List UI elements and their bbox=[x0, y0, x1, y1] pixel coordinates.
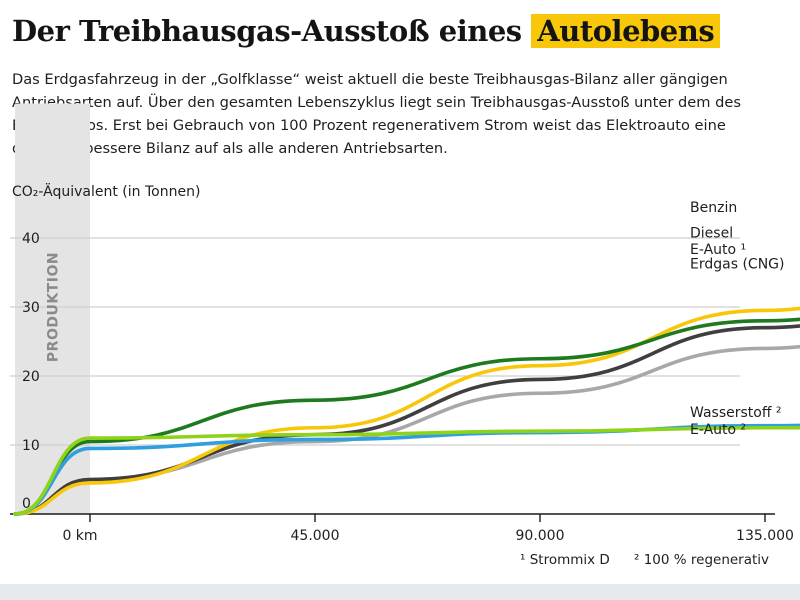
series-label-2: Diesel bbox=[690, 225, 733, 241]
y-tick-label: 30 bbox=[22, 300, 40, 316]
series-label-3: E-Auto ¹ bbox=[690, 242, 746, 258]
series-label-4: Erdgas (CNG) bbox=[690, 257, 784, 273]
x-tick-label: 0 km bbox=[62, 528, 97, 544]
x-tick-label: 45.000 bbox=[291, 528, 340, 544]
series-line-6 bbox=[13, 425, 800, 516]
y-axis-label: CO₂-Äquivalent (in Tonnen) bbox=[12, 182, 200, 200]
bottom-bar bbox=[0, 584, 800, 600]
series-line-4 bbox=[13, 344, 800, 516]
chart-title: Der Treibhausgas-Ausstoß eines Autoleben… bbox=[12, 14, 721, 48]
series-label-6: E-Auto ² bbox=[690, 422, 746, 438]
footnote-1: ¹ Strommix D bbox=[520, 552, 610, 568]
x-tick-label: 135.000 bbox=[736, 528, 794, 544]
series-line-3 bbox=[13, 317, 800, 516]
intro-text: Das Erdgasfahrzeug in der „Golfklasse“ w… bbox=[12, 71, 741, 157]
series-label-5: Wasserstoff ² bbox=[690, 405, 782, 421]
line-chart: PRODUKTIONENTSORGUNG010203040CO₂-Äquival… bbox=[10, 103, 800, 568]
series-line-2 bbox=[13, 324, 800, 516]
y-tick-label: 20 bbox=[22, 369, 40, 385]
y-tick-label: 40 bbox=[22, 231, 40, 247]
title-highlight: Autolebens bbox=[531, 14, 721, 48]
footnote-2: ² 100 % regenerativ bbox=[634, 552, 769, 568]
y-tick-label: 0 bbox=[22, 496, 31, 512]
title-text: Der Treibhausgas-Ausstoß eines bbox=[12, 14, 522, 48]
series-line-1 bbox=[13, 306, 800, 516]
y-tick-label: 10 bbox=[22, 438, 40, 454]
phase-label-0: PRODUKTION bbox=[46, 252, 62, 362]
series-label-1: Benzin bbox=[690, 200, 737, 216]
x-tick-label: 90.000 bbox=[516, 528, 565, 544]
